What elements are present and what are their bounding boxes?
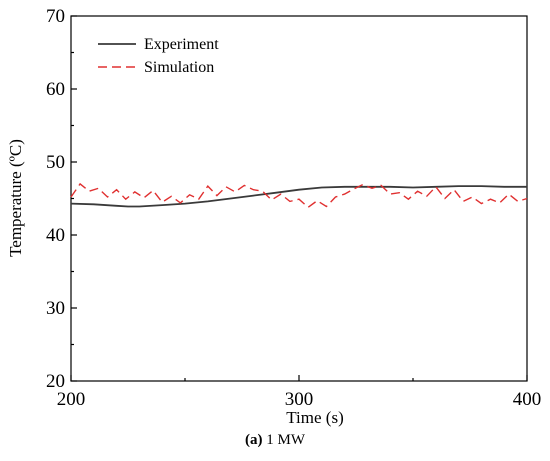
y-axis-title: Temperature (ºC) [6, 139, 25, 257]
y-tick-label: 30 [46, 298, 65, 319]
caption-label: (a) [245, 432, 263, 448]
series-line-experiment [70, 185, 527, 208]
x-tick-label: 200 [57, 389, 86, 410]
legend-label-simulation: Simulation [144, 59, 214, 76]
series-line-simulation [70, 182, 528, 209]
y-tick-label: 40 [46, 225, 65, 246]
y-tick-label: 50 [46, 152, 65, 173]
x-tick-label: 300 [285, 389, 314, 410]
x-axis-title: Time (s) [286, 408, 343, 427]
y-tick-label: 20 [46, 371, 65, 392]
figure-caption: (a) 1 MW [0, 432, 550, 449]
caption-text: 1 MW [262, 432, 305, 448]
y-tick-label: 60 [46, 79, 65, 100]
y-tick-label: 70 [46, 6, 65, 27]
x-tick-label: 400 [513, 389, 542, 410]
legend-label-experiment: Experiment [144, 36, 219, 53]
